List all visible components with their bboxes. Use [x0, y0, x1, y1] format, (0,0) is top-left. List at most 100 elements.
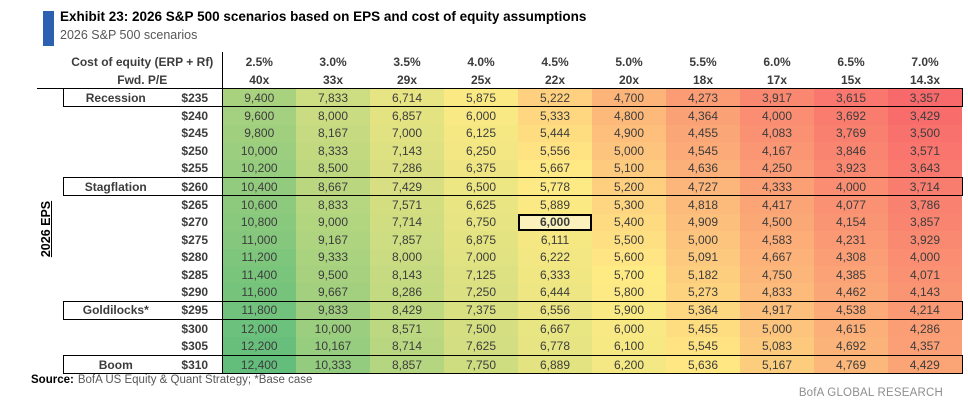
heatmap-cell: 8,333 — [296, 142, 370, 160]
heatmap-cell: 6,778 — [518, 337, 592, 356]
heatmap-cell: 4,071 — [888, 265, 962, 284]
heatmap-cell: 3,357 — [888, 87, 963, 108]
eps-cell: $240 — [181, 109, 209, 124]
heatmap-cell: 4,143 — [888, 283, 962, 302]
scenario-cell — [63, 142, 168, 159]
heatmap-cell: 4,273 — [666, 87, 740, 108]
heatmap-cell: 5,400 — [592, 213, 666, 232]
heatmap-cell: 10,600 — [221, 195, 296, 214]
eps-cell: $290 — [181, 284, 209, 299]
row-gutter — [37, 231, 63, 248]
heatmap-cell: 6,111 — [518, 231, 592, 249]
table-row: $270 10,800 9,000 7,714 6,750 6,000 5,400 4,909… — [37, 213, 962, 232]
row-gutter — [37, 196, 63, 214]
heatmap-cell: 4,333 — [740, 176, 814, 197]
heatmap-cell: 5,667 — [518, 159, 592, 178]
col-header-cost-of-equity: 3.0% — [319, 54, 347, 69]
heatmap-cell: 3,615 — [814, 87, 888, 108]
scenario-cell — [63, 337, 168, 355]
eps-cell: $250 — [181, 143, 209, 158]
exhibit-subtitle: 2026 S&P 500 scenarios — [60, 28, 198, 42]
heatmap-cell: 5,455 — [666, 319, 740, 338]
row-gutter — [37, 283, 63, 301]
scenario-cell: Recession — [62, 87, 168, 108]
heatmap-cell: 9,600 — [221, 106, 296, 125]
scenario-cell — [63, 320, 168, 338]
eps-cell: $245 — [181, 126, 209, 141]
table-header: Cost of equity (ERP + Rf) 2.5% 3.0% 3.5% 4.0… — [37, 52, 962, 89]
heatmap-cell: 4,000 — [814, 176, 888, 197]
exhibit-title: Exhibit 23: 2026 S&P 500 scenarios based… — [60, 9, 587, 24]
heatmap-cell: 5,222 — [518, 87, 592, 108]
heatmap-cell: 11,000 — [221, 231, 296, 249]
heatmap-cell: 5,100 — [592, 159, 666, 178]
eps-cell: $280 — [181, 250, 209, 265]
heatmap-cell: 10,000 — [296, 319, 370, 338]
col-header-fwd-pe: 20x — [618, 72, 640, 87]
heatmap-cell: 4,727 — [666, 176, 740, 197]
heatmap-cell: 4,417 — [740, 195, 814, 214]
row-gutter — [37, 214, 63, 231]
table-row: $290 11,600 9,667 8,286 7,250 6,444 5,800 5,273… — [37, 283, 962, 302]
heatmap-cell: 3,714 — [888, 176, 963, 197]
table-row: $250 10,000 8,333 7,143 6,250 5,556 5,000 4,545… — [37, 142, 962, 160]
heatmap-cell: 7,750 — [444, 354, 518, 375]
col-header-cost-of-equity: 4.0% — [467, 54, 495, 69]
scenario-cell — [63, 266, 168, 283]
heatmap-cell: 10,000 — [221, 142, 296, 160]
eps-cell: $305 — [181, 339, 209, 354]
header-gutter — [37, 52, 63, 71]
heatmap-cell: 7,857 — [370, 231, 444, 249]
heatmap-cell: 5,091 — [666, 248, 740, 266]
heatmap-cell: 11,600 — [221, 283, 296, 302]
heatmap-cell: 4,000 — [740, 106, 814, 125]
heatmap-cell: 5,300 — [592, 195, 666, 214]
heatmap-cell: 4,214 — [888, 300, 963, 321]
heatmap-cell: 3,692 — [814, 106, 888, 125]
heatmap-cell: 3,500 — [888, 124, 962, 143]
heatmap-cell: 6,667 — [518, 319, 592, 338]
col-header-fwd-pe: 33x — [322, 72, 344, 87]
source-note: Source: BofA US Equity & Quant Strategy; … — [31, 374, 312, 386]
heatmap-cell: 3,769 — [814, 124, 888, 143]
col-header-fwd-pe: 40x — [221, 71, 296, 89]
scenario-cell: Stagflation — [62, 176, 168, 197]
row-gutter — [37, 142, 63, 159]
eps-cell: $265 — [181, 198, 209, 213]
heatmap-cell: 4,800 — [592, 106, 666, 125]
heatmap-cell: 5,000 — [666, 231, 740, 249]
col-header-fwd-pe: 25x — [470, 72, 492, 87]
heatmap-cell: 3,857 — [888, 213, 962, 232]
heatmap-cell: 8,667 — [296, 176, 370, 197]
corner-label-line2: Fwd. P/E — [117, 72, 168, 87]
heatmap-cell: 5,000 — [592, 142, 666, 160]
row-gutter — [37, 107, 63, 125]
heatmap-cell: 7,500 — [444, 319, 518, 338]
scenario-cell — [63, 283, 168, 301]
row-gutter — [37, 87, 63, 107]
table-row: $245 9,800 8,167 7,000 6,125 5,444 4,900 4,455 4… — [37, 124, 962, 143]
row-gutter — [37, 177, 63, 195]
heatmap-cell: 5,200 — [592, 176, 666, 197]
heatmap-cell: 6,444 — [518, 283, 592, 302]
heatmap-cell: 6,500 — [444, 176, 518, 197]
eps-cell: $260 — [168, 176, 222, 197]
heatmap-cell: 5,700 — [592, 265, 666, 284]
heatmap-cell: 10,200 — [221, 159, 296, 178]
heatmap-cell: 9,800 — [221, 124, 296, 143]
heatmap-cell: 7,571 — [370, 195, 444, 214]
heatmap-cell: 5,000 — [740, 319, 814, 338]
heatmap-cell: 6,857 — [370, 106, 444, 125]
col-header-cost-of-equity: 7.0% — [911, 54, 939, 69]
heatmap-cell: 3,923 — [814, 159, 888, 178]
heatmap-cell: 7,250 — [444, 283, 518, 302]
heatmap-cell: 3,846 — [814, 142, 888, 160]
eps-cell: $255 — [181, 161, 209, 176]
heatmap-cell: 4,250 — [740, 159, 814, 178]
heatmap-cell: 9,400 — [221, 87, 296, 108]
heatmap-cell: 5,889 — [518, 195, 592, 214]
col-header-fwd-pe: 29x — [396, 72, 418, 87]
table-row: $275 11,000 9,167 7,857 6,875 6,111 5,500 5,000… — [37, 231, 962, 249]
heatmap-cell: 10,167 — [296, 337, 370, 356]
col-header-cost-of-equity: 5.5% — [689, 54, 717, 69]
